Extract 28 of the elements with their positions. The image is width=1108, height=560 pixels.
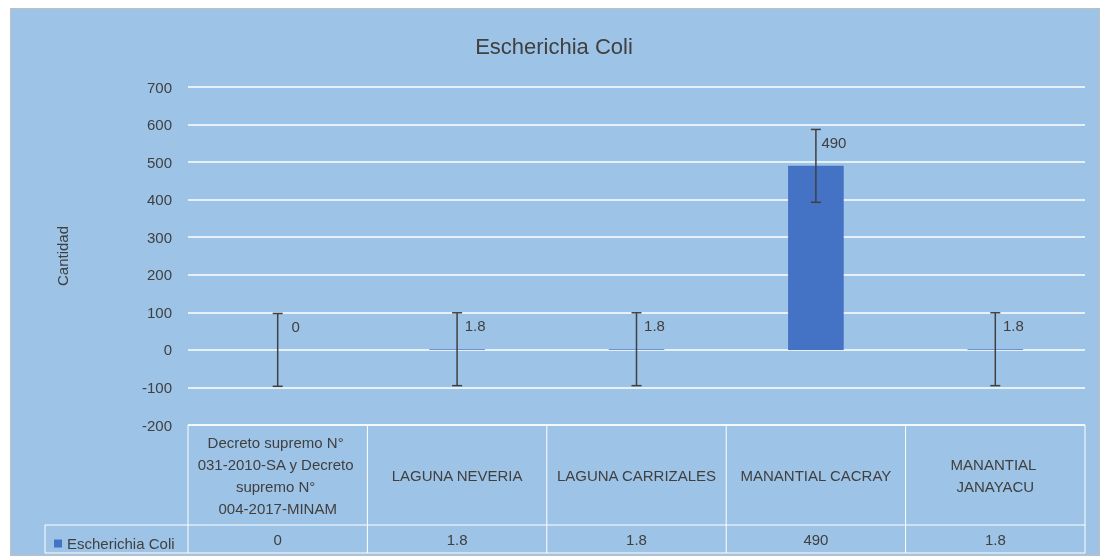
data-label: 1.8 [626, 530, 647, 548]
y-axis-title: Cantidad [54, 225, 71, 287]
y-tick-label: 100 [146, 303, 172, 321]
legend-label: Escherichia Coli [67, 535, 175, 552]
y-tick-label: 300 [146, 228, 172, 246]
data-label: 490 [803, 530, 829, 548]
y-tick-label: 0 [163, 341, 172, 359]
data-label: 1.8 [446, 530, 468, 548]
x-tick-label: LAGUNA NEVERIA [391, 466, 523, 484]
data-label: 0 [273, 530, 282, 548]
data-label: 1.8 [984, 530, 1006, 548]
chart-title: Escherichia Coli [475, 33, 633, 59]
x-tick-label: MANANTIAL JANAYACU [950, 455, 1041, 495]
text: 0 [291, 317, 300, 335]
text: 490 [821, 133, 847, 151]
y-tick-label: -200 [141, 416, 172, 434]
y-tick-label: 700 [146, 78, 172, 96]
x-tick-label: MANANTIAL CACRAY [740, 466, 892, 484]
y-tick-label: 500 [146, 153, 172, 171]
x-tick-label: LAGUNA CARRIZALES [556, 466, 717, 484]
y-tick-label: 200 [146, 266, 172, 284]
text: 1.8 [464, 317, 486, 335]
text: 1.8 [644, 317, 665, 335]
y-tick-label: -100 [141, 378, 172, 396]
y-tick-label: 400 [146, 191, 172, 209]
text: 1.8 [1002, 317, 1024, 335]
y-tick-label: 600 [146, 116, 172, 134]
x-tick-label: Decreto supremo N° 031-2010-SA y Decreto supremo N° 004-2017-MINAM [197, 433, 358, 517]
